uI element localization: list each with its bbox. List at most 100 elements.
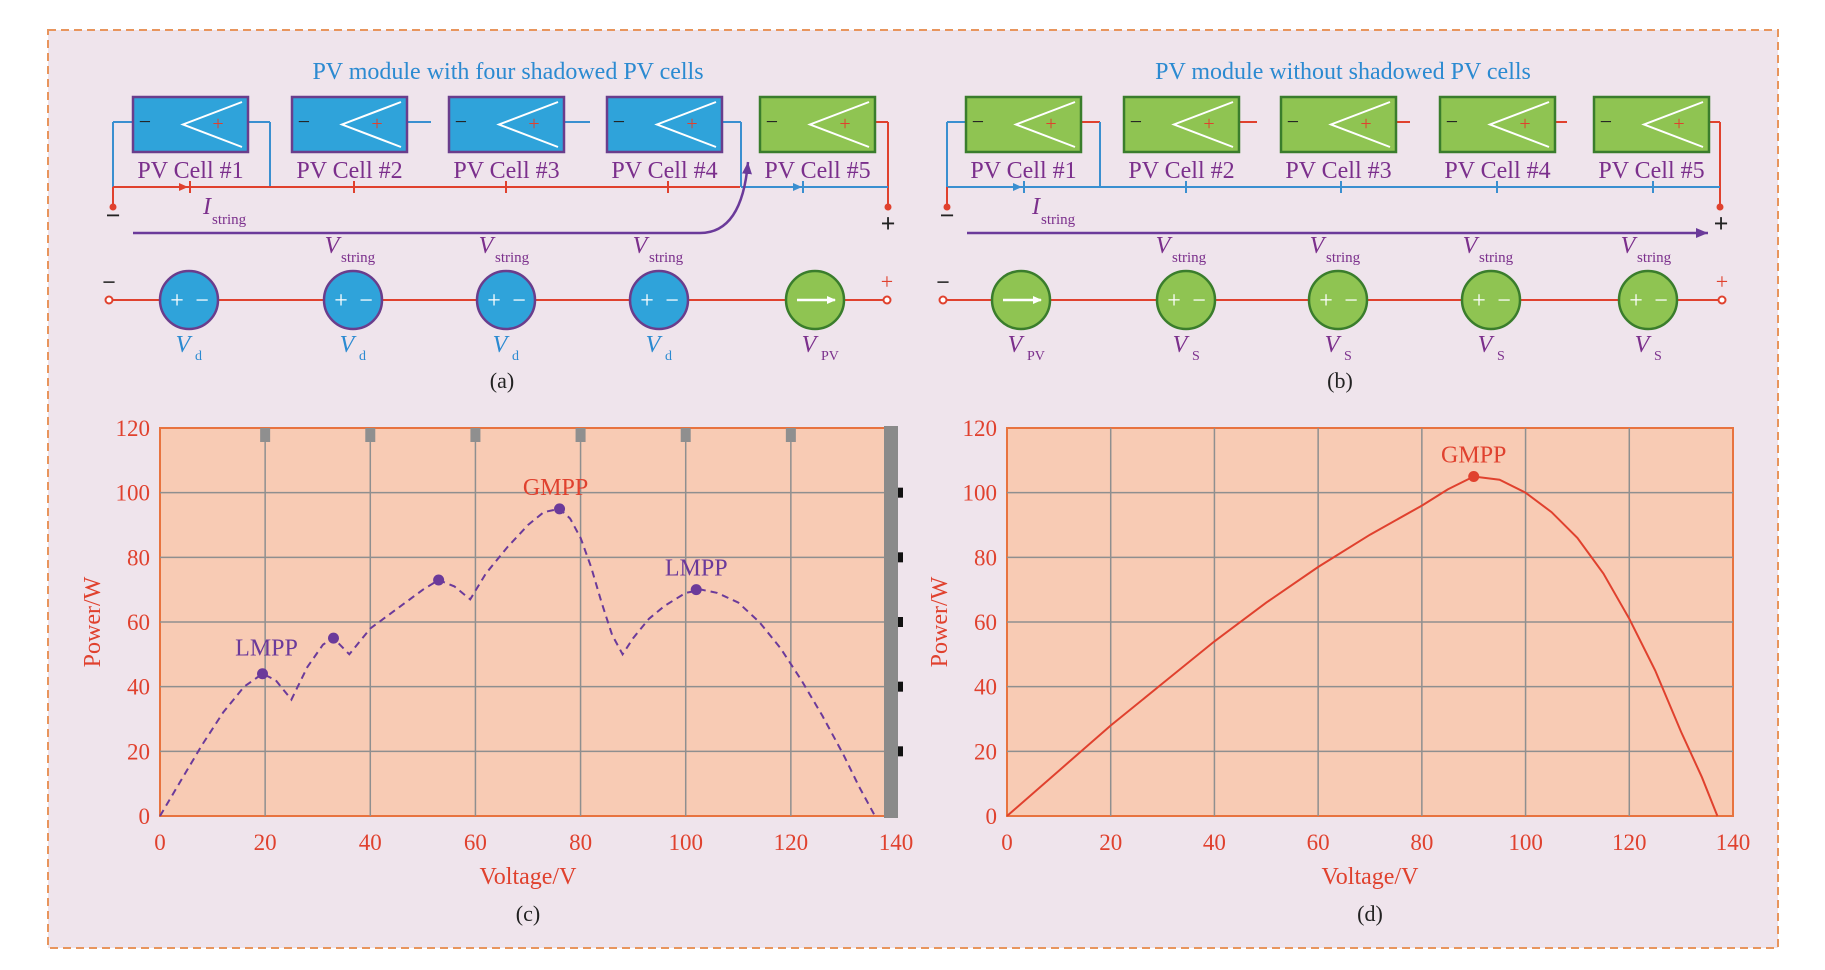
pv-cell-plus: + [1360,113,1371,135]
source-plus-sign: + [1167,288,1181,314]
panel-a-voltage-arrow [133,161,752,235]
top-edge-handle [470,428,481,442]
x-tick-label: 120 [774,830,809,855]
panel-b-title: PV module without shadowed PV cells [1155,59,1531,85]
source-label-sub: S [1344,349,1352,364]
pv-cell-minus: − [1446,109,1458,134]
vstring-main: V [1310,233,1327,259]
vstring-sub: string [341,250,376,266]
panel-b-minus-terminal: − [940,201,955,230]
pv-cell-minus: − [1130,109,1142,134]
source-label-sub: S [1654,349,1662,364]
pv-cell-plus: + [839,113,850,135]
vstring-main: V [1156,233,1173,259]
pv-cell-plus: + [212,113,223,135]
panel-b-cell-2: − + PV Cell #2 [1122,95,1241,184]
pv-cell-label: PV Cell #1 [970,158,1076,184]
vstring-main: V [325,233,342,259]
x-tick-label: 140 [879,830,914,855]
pv-cell-minus: − [766,109,778,134]
pv-cell-label: PV Cell #3 [1285,158,1391,184]
vstring-main: V [1463,233,1480,259]
panel-b-source-minus: − [936,270,950,296]
pv-cell-plus: + [686,113,697,135]
panel-a-cell-4: − + PV Cell #4 [605,95,724,184]
source-label-sub: PV [821,349,839,364]
pv-cell-plus: + [1203,113,1214,135]
data-point-marker [433,574,445,586]
source-label-main: V [646,332,663,358]
y-tick-label: 40 [974,675,997,700]
pv-cell-chevron-icon [1013,101,1076,148]
vstring-sub: string [649,250,684,266]
panel-a-caption: (a) [490,368,514,393]
source-label-main: V [1325,332,1342,358]
pv-cell-label: PV Cell #2 [1128,158,1234,184]
vstring-main: V [633,233,650,259]
panel-b-caption: (b) [1327,368,1353,393]
panel-b-source-plus: + [1716,269,1728,294]
panel-b-cell-3: − + PV Cell #3 [1279,95,1398,184]
panel-b-source-terminal-left [938,295,948,305]
panel-b-source-5: + −V S [1617,269,1679,364]
source-circle [1307,269,1369,331]
x-tick-label: 120 [1612,830,1647,855]
y-tick-label: 40 [127,675,150,700]
panel-b-current-sub: string [1041,212,1076,228]
point-annotation: LMPP [665,556,728,582]
y-tick-label: 80 [127,545,150,570]
x-tick-label: 20 [254,830,277,855]
top-edge-handle [575,428,586,442]
pv-cell-plus: + [1045,113,1056,135]
point-annotation: LMPP [235,636,298,662]
y-tick-label: 20 [127,739,150,764]
y-tick-label: 120 [116,416,151,441]
source-plus-sign: + [334,288,348,314]
y-tick-label: 80 [974,545,997,570]
point-annotation: GMPP [1441,443,1506,469]
source-plus-sign: + [1472,288,1486,314]
pv-cell-label: PV Cell #4 [1444,158,1550,184]
data-point-marker [554,503,566,515]
point-annotation: GMPP [523,475,588,501]
data-point-marker [257,668,269,680]
pv-cell-label: PV Cell #1 [137,158,243,184]
panel-a-plus-terminal: + [881,209,896,238]
pv-cell-minus: − [298,109,310,134]
pv-cell-plus: + [1519,113,1530,135]
x-tick-label: 100 [668,830,703,855]
vstring-main: V [479,233,496,259]
panel-a-source-1: + −V d [158,269,220,364]
source-label-sub: S [1497,349,1505,364]
panel-a-source-minus: − [102,270,116,296]
source-minus-sign: − [195,288,209,314]
pv-cell-label: PV Cell #5 [1598,158,1704,184]
panel-a-circuit: PV module with four shadowed PV cells [102,59,895,393]
pv-cell-minus: − [972,109,984,134]
x-tick-label: 100 [1508,830,1543,855]
data-point-marker [1468,471,1480,482]
source-circle [1155,269,1217,331]
panel-b-source-1: V PV [990,269,1052,364]
vstring-main: V [1621,233,1638,259]
pv-cell-chevron-icon [1487,101,1550,148]
source-label-sub: PV [1027,349,1045,364]
right-edge-tick [898,552,903,563]
y-axis-title: Power/W [80,576,106,667]
source-label-sub: d [665,349,672,364]
panel-b-source-3: + −V S [1307,269,1369,364]
y-tick-label: 100 [116,481,151,506]
source-label-main: V [1008,332,1025,358]
panel-b-source-4: + −V S [1460,269,1522,364]
source-circle [158,269,220,331]
source-plus-sign: + [487,288,501,314]
pv-cell-plus: + [371,113,382,135]
source-label-main: V [493,332,510,358]
